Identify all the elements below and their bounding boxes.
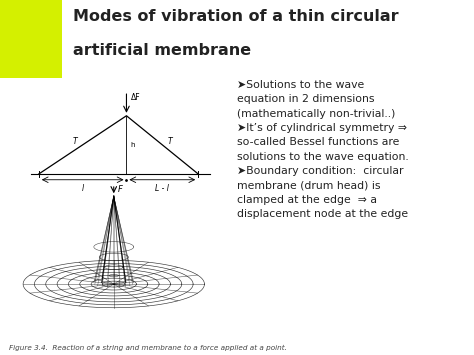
Text: T: T bbox=[168, 137, 173, 146]
Text: Modes of vibration of a thin circular: Modes of vibration of a thin circular bbox=[73, 9, 399, 24]
FancyBboxPatch shape bbox=[0, 0, 62, 78]
Text: F: F bbox=[118, 185, 122, 194]
Text: ΔF: ΔF bbox=[130, 93, 140, 102]
Text: h: h bbox=[130, 142, 135, 148]
Text: T: T bbox=[73, 137, 77, 146]
Text: l: l bbox=[82, 184, 84, 193]
Text: Figure 3.4.  Reaction of a string and membrane to a force applied at a point.: Figure 3.4. Reaction of a string and mem… bbox=[9, 345, 287, 351]
Text: ➤Solutions to the wave
equation in 2 dimensions
(mathematically non-trivial..)
➤: ➤Solutions to the wave equation in 2 dim… bbox=[237, 80, 409, 219]
Text: L - l: L - l bbox=[155, 184, 169, 193]
Text: artificial membrane: artificial membrane bbox=[73, 43, 252, 58]
